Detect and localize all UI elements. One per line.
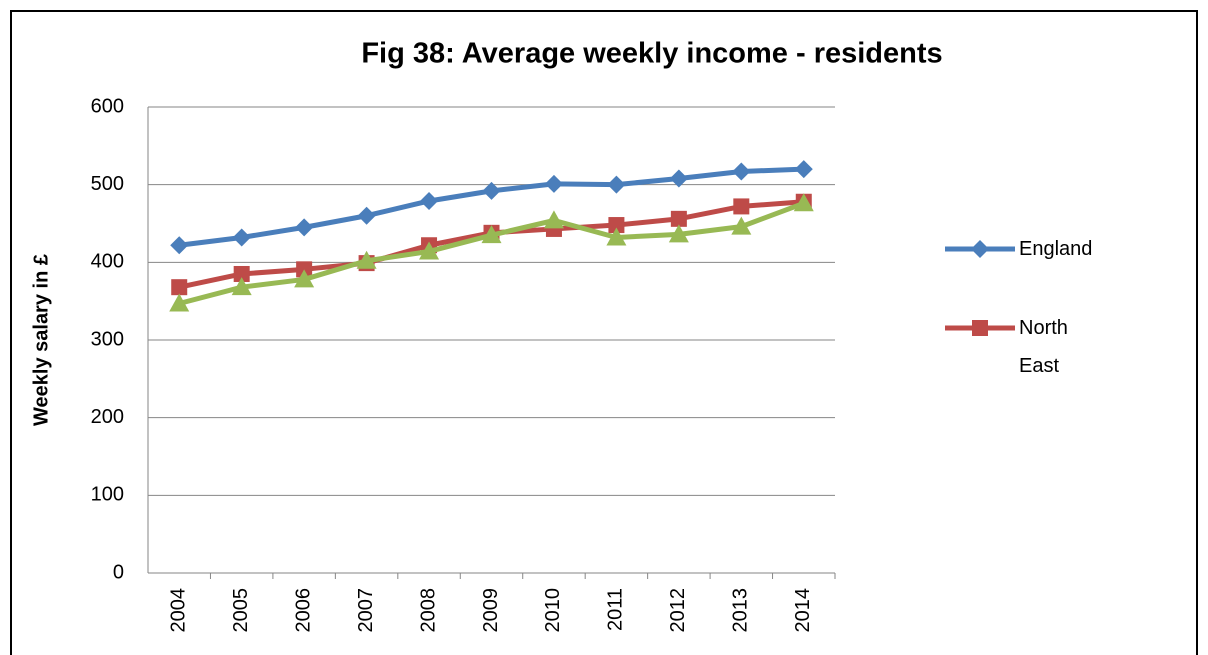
chart-title: Fig 38: Average weekly income - resident… — [361, 38, 942, 70]
y-tick-label: 400 — [91, 251, 124, 273]
y-tick-label: 200 — [91, 406, 124, 428]
series-line — [178, 199, 804, 290]
data-point — [794, 160, 813, 179]
data-point — [481, 225, 502, 244]
data-point — [543, 210, 564, 229]
data-point — [294, 269, 315, 288]
data-point — [732, 162, 751, 181]
y-tick-label: 0 — [113, 561, 124, 583]
data-point — [419, 241, 440, 260]
data-point — [607, 175, 626, 194]
legend-label: North East — [1019, 317, 1068, 377]
data-point — [731, 216, 752, 235]
data-point — [170, 236, 189, 255]
data-point — [606, 227, 627, 246]
data-point — [669, 169, 688, 188]
data-point — [357, 206, 376, 225]
x-tick-label: 2014 — [792, 588, 814, 633]
x-tick-label: 2006 — [292, 588, 314, 633]
data-point — [544, 174, 563, 193]
data-point — [670, 210, 687, 227]
data-point — [295, 218, 314, 237]
data-point — [356, 250, 377, 269]
y-axis-title: Weekly salary in £ — [30, 254, 52, 426]
data-point — [733, 198, 750, 215]
x-tick-label: 2012 — [667, 588, 689, 633]
x-tick-label: 2005 — [230, 588, 252, 633]
y-tick-label: 600 — [91, 95, 124, 117]
data-point — [608, 217, 625, 234]
data-point — [793, 193, 814, 212]
data-point — [232, 228, 251, 247]
x-tick-label: 2004 — [168, 588, 190, 633]
data-point — [171, 279, 188, 296]
y-tick-label: 300 — [91, 328, 124, 350]
data-point — [668, 224, 689, 243]
legend-marker — [972, 320, 988, 336]
x-tick-label: 2013 — [730, 588, 752, 633]
chart-frame — [10, 10, 1198, 655]
x-tick-label: 2011 — [605, 588, 627, 631]
legend-marker — [971, 240, 989, 258]
x-tick-label: 2007 — [355, 588, 377, 633]
series-line — [178, 200, 805, 306]
x-tick-label: 2008 — [417, 588, 439, 633]
y-tick-label: 100 — [91, 484, 124, 506]
data-point — [420, 191, 439, 210]
y-tick-label: 500 — [91, 173, 124, 195]
data-point — [233, 265, 250, 282]
data-point — [482, 181, 501, 200]
x-tick-label: 2009 — [480, 588, 502, 633]
data-point — [169, 293, 190, 312]
x-tick-label: 2010 — [542, 588, 564, 633]
data-point — [296, 261, 313, 278]
data-point — [231, 277, 252, 296]
legend-label: England — [1019, 238, 1093, 260]
